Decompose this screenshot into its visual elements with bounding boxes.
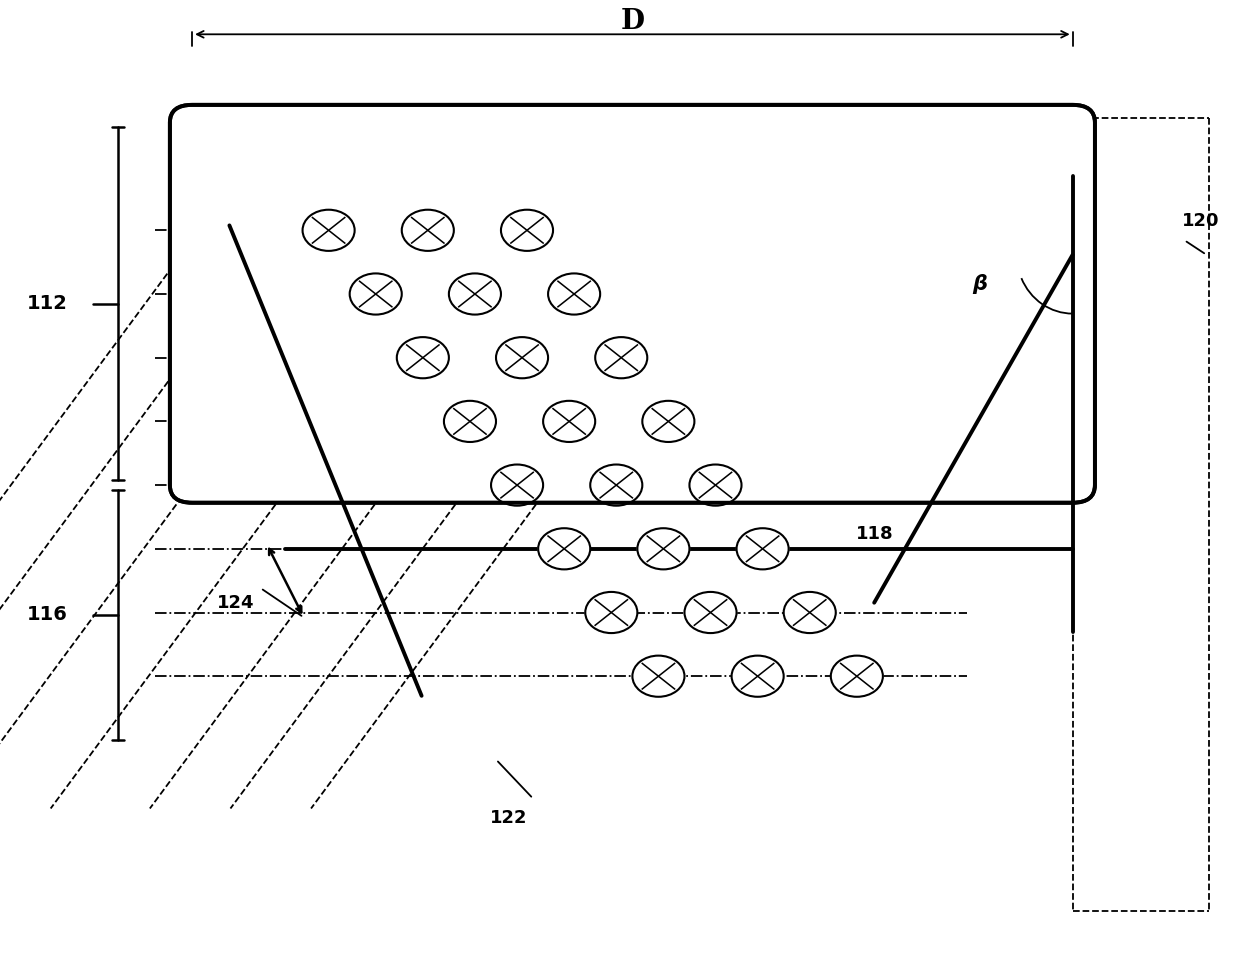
Circle shape [732, 656, 784, 697]
Circle shape [632, 656, 684, 697]
Circle shape [637, 528, 689, 569]
Circle shape [684, 592, 737, 633]
Circle shape [585, 592, 637, 633]
Circle shape [444, 401, 496, 442]
Text: 116: 116 [27, 606, 67, 624]
Circle shape [501, 210, 553, 251]
Circle shape [449, 273, 501, 315]
Circle shape [642, 401, 694, 442]
Circle shape [831, 656, 883, 697]
Circle shape [543, 401, 595, 442]
Circle shape [538, 528, 590, 569]
Text: 102: 102 [1035, 134, 1073, 152]
Text: 126: 126 [515, 229, 552, 247]
Circle shape [595, 337, 647, 378]
Circle shape [397, 337, 449, 378]
Text: 122: 122 [490, 808, 527, 826]
Text: 118: 118 [856, 525, 893, 543]
Circle shape [548, 273, 600, 315]
Circle shape [491, 465, 543, 506]
FancyBboxPatch shape [170, 105, 1095, 503]
Text: 112: 112 [27, 294, 67, 314]
Circle shape [737, 528, 789, 569]
Text: 110: 110 [242, 434, 279, 452]
Circle shape [303, 210, 355, 251]
Circle shape [350, 273, 402, 315]
Text: 120: 120 [1182, 213, 1219, 230]
Circle shape [784, 592, 836, 633]
Text: D: D [620, 8, 645, 35]
Circle shape [590, 465, 642, 506]
Circle shape [689, 465, 742, 506]
Circle shape [496, 337, 548, 378]
Text: 124: 124 [217, 594, 254, 612]
Text: 111: 111 [940, 192, 977, 210]
Circle shape [402, 210, 454, 251]
Text: β: β [972, 274, 987, 294]
